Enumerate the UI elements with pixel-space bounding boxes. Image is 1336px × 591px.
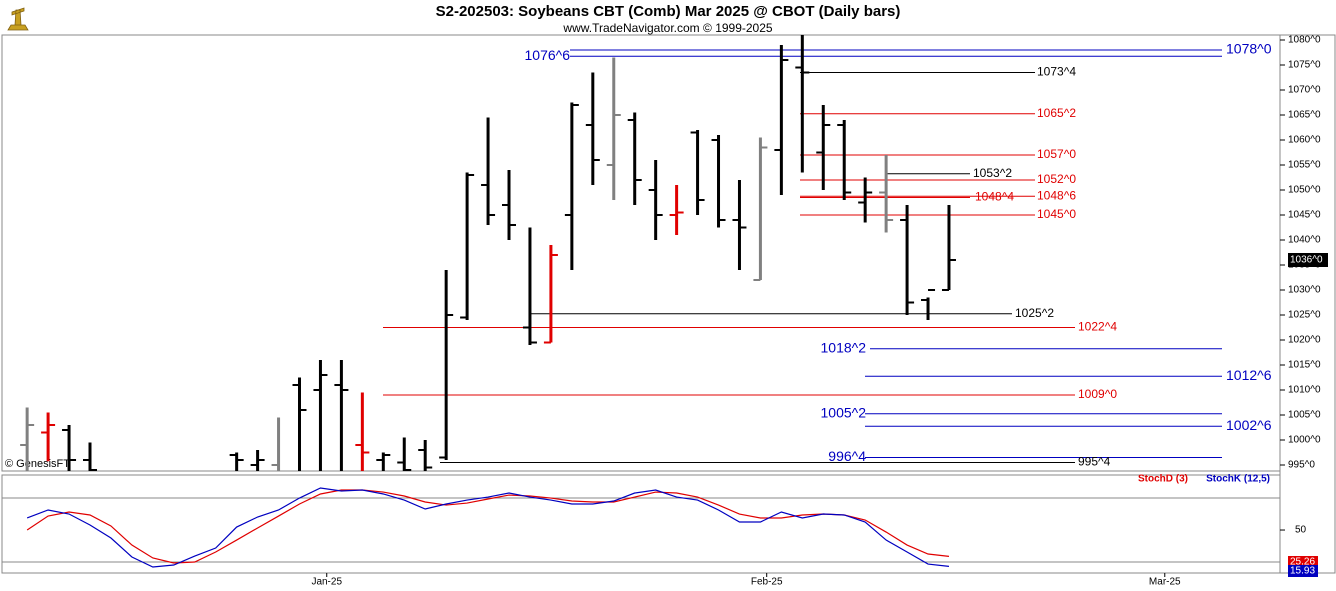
- level-label: 1009^0: [1078, 387, 1117, 401]
- level-label: 1048^6: [1037, 188, 1076, 202]
- level-label: 1076^6: [525, 47, 571, 63]
- level-label: 1073^4: [1037, 65, 1076, 79]
- level-label: 1048^4: [975, 190, 1014, 204]
- y-tick-label: 1055^0: [1288, 160, 1321, 171]
- level-label: 1053^2: [973, 166, 1012, 180]
- y-tick-label: 1010^0: [1288, 385, 1321, 396]
- level-label: 1052^0: [1037, 172, 1076, 186]
- y-tick-label: 995^0: [1288, 460, 1315, 471]
- y-tick-label: 1070^0: [1288, 85, 1321, 96]
- stoch-line: [26, 487, 950, 568]
- logo: [3, 3, 33, 33]
- axes: 1080^0 1075^0 1070^0 1065^0 1060^0 1055^0 1050…: [311, 35, 1328, 588]
- level-label: 995^4: [1078, 455, 1111, 469]
- level-label: 1005^2: [821, 404, 867, 420]
- legend-label: StochK (12,5): [1206, 474, 1270, 485]
- y-tick-label: 50: [1295, 525, 1307, 536]
- chart-subtitle: www.TradeNavigator.com © 1999-2025: [562, 21, 772, 35]
- level-label: 1045^0: [1037, 207, 1076, 221]
- level-label: 996^4: [828, 448, 866, 464]
- last-price-box: [1288, 253, 1328, 267]
- price-plot: [20, 35, 1222, 471]
- price-panel: [1, 34, 1281, 472]
- x-tick-label: Mar-25: [1149, 577, 1181, 588]
- y-tick-label: 1015^0: [1288, 360, 1321, 371]
- y-tick-label: 1020^0: [1288, 335, 1321, 346]
- stoch-plot: [2, 487, 1280, 568]
- legend-label: StochD (3): [1138, 474, 1188, 485]
- stoch-panel: [1, 474, 1281, 574]
- x-tick-label: Jan-25: [311, 577, 342, 588]
- chart-title: S2-202503: Soybeans CBT (Comb) Mar 2025 …: [436, 3, 901, 20]
- y-tick-label: 1040^0: [1288, 235, 1321, 246]
- level-label: 1018^2: [821, 339, 867, 355]
- last-value-box: [1288, 565, 1318, 577]
- y-tick-label: 1045^0: [1288, 210, 1321, 221]
- credit: © GenesisFT: [5, 458, 70, 470]
- level-label: 1065^2: [1037, 106, 1076, 120]
- level-label: 1012^6: [1226, 367, 1272, 383]
- y-tick-label: 1080^0: [1288, 35, 1321, 46]
- level-label: 1057^0: [1037, 147, 1076, 161]
- y-tick-label: 1075^0: [1288, 60, 1321, 71]
- last-value-label: 15.93: [1290, 566, 1315, 577]
- level-label: 1025^2: [1015, 306, 1054, 320]
- level-label: 1002^6: [1226, 417, 1272, 433]
- y-tick-label: 1005^0: [1288, 410, 1321, 421]
- y-tick-label: 1060^0: [1288, 135, 1321, 146]
- y-tick-label: 1025^0: [1288, 310, 1321, 321]
- y-tick-label: 1000^0: [1288, 435, 1321, 446]
- level-label: 1022^4: [1078, 320, 1117, 334]
- y-tick-label: 1065^0: [1288, 110, 1321, 121]
- last-value-label: 25.26: [1290, 557, 1315, 568]
- x-tick-label: Feb-25: [751, 577, 783, 588]
- y-tick-label: 1030^0: [1288, 285, 1321, 296]
- last-price-label: 1036^0: [1290, 255, 1323, 266]
- y-tick-label: 1050^0: [1288, 185, 1321, 196]
- level-label: 1078^0: [1226, 41, 1272, 57]
